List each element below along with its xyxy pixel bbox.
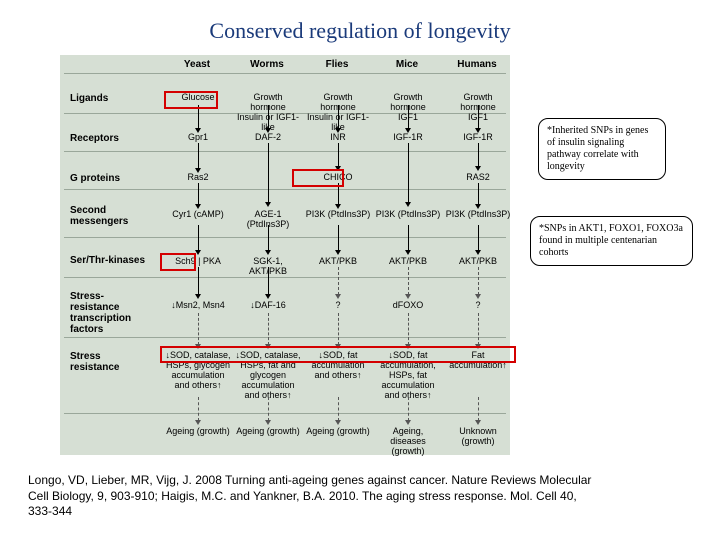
diagram-cell: PI3K (PtdIns3P) — [445, 210, 511, 220]
diagram-cell: ↓DAF-16 — [235, 301, 301, 311]
page-title: Conserved regulation of longevity — [0, 18, 720, 44]
diagram-cell: Ras2 — [165, 173, 231, 183]
diagram-cell: ↓Msn2, Msn4 — [165, 301, 231, 311]
diagram-cell: PI3K (PtdIns3P) — [305, 210, 371, 220]
row-label: Stress resistance — [70, 351, 150, 373]
diagram-cell: AKT/PKB — [305, 257, 371, 267]
diagram-cell: AKT/PKB — [445, 257, 511, 267]
diagram-cell: ? — [445, 301, 511, 311]
diagram-cell: PI3K (PtdIns3P) — [375, 210, 441, 220]
row-label: Ser/Thr-kinases — [70, 255, 150, 266]
row-label: Receptors — [70, 133, 150, 144]
diagram-cell: RAS2 — [445, 173, 511, 183]
diagram-cell: Gpr1 — [165, 133, 231, 143]
highlight-box — [160, 346, 516, 363]
column-header: Humans — [443, 59, 511, 70]
highlight-box — [292, 169, 344, 187]
diagram-cell: Ageing (growth) — [305, 427, 371, 437]
row-label: G proteins — [70, 173, 150, 184]
highlight-box — [164, 91, 218, 109]
diagram-cell: AKT/PKB — [375, 257, 441, 267]
row-label: Stress-resistance transcription factors — [70, 291, 150, 335]
diagram-cell: Ageing, diseases (growth) — [375, 427, 441, 457]
diagram-cell: IGF-1R — [445, 133, 511, 143]
diagram-cell: dFOXO — [375, 301, 441, 311]
diagram-cell: IGF-1R — [375, 133, 441, 143]
annotation-callout: *Inherited SNPs in genes of insulin sign… — [538, 118, 666, 180]
column-header: Flies — [303, 59, 371, 70]
diagram-cell: Ageing (growth) — [165, 427, 231, 437]
row-label: Second messengers — [70, 205, 150, 227]
column-header: Mice — [373, 59, 441, 70]
column-header: Worms — [233, 59, 301, 70]
row-label: Ligands — [70, 93, 150, 104]
diagram-cell: Ageing (growth) — [235, 427, 301, 437]
diagram-cell: DAF-2 — [235, 133, 301, 143]
citation-text: Longo, VD, Lieber, MR, Vijg, J. 2008 Tur… — [28, 473, 598, 520]
diagram-cell: Unknown (growth) — [445, 427, 511, 447]
annotation-callout: *SNPs in AKT1, FOXO1, FOXO3a found in mu… — [530, 216, 693, 266]
diagram-cell: Cyr1 (cAMP) — [165, 210, 231, 220]
highlight-box — [160, 253, 196, 271]
diagram-cell: ? — [305, 301, 371, 311]
diagram-cell: INR — [305, 133, 371, 143]
pathway-diagram: YeastWormsFliesMiceHumans Ligands Receptor… — [60, 55, 510, 455]
column-header: Yeast — [163, 59, 231, 70]
